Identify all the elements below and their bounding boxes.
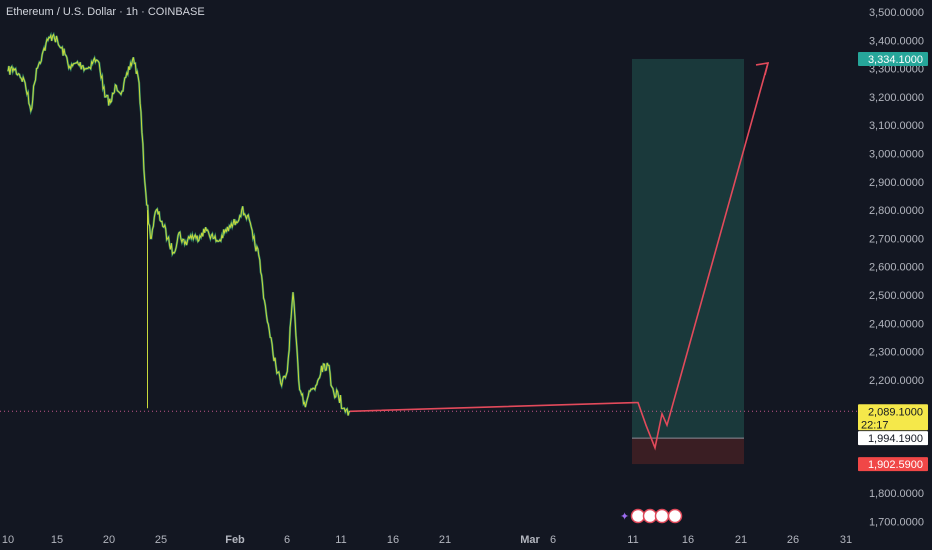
price-tick-label: 2,500.0000 (869, 290, 924, 302)
us-flag-event-icon[interactable] (630, 508, 646, 524)
position-tool[interactable] (632, 58, 744, 465)
price-tick-label: 2,700.0000 (869, 233, 924, 245)
time-tick-label: 21 (439, 534, 451, 546)
price-tick-label: 1,800.0000 (869, 488, 924, 500)
time-tick-label: 31 (840, 534, 852, 546)
time-axis[interactable]: 10 15 20 25 Feb 6 11 16 21 Mar 6 11 16 21 26 31 (2, 534, 852, 546)
price-tick-label: 2,300.0000 (869, 347, 924, 359)
time-tick-label: 25 (155, 534, 167, 546)
price-tick-label: 3,000.0000 (869, 149, 924, 161)
us-flag-event-icon[interactable] (667, 508, 683, 524)
time-tick-label: 15 (51, 534, 63, 546)
time-tick-label: 6 (550, 534, 556, 546)
us-flag-event-icon[interactable] (642, 508, 658, 524)
entry-price-tag: 1,994.1900 (868, 433, 923, 445)
price-tick-label: 3,500.0000 (869, 7, 924, 19)
time-tick-label: 16 (682, 534, 694, 546)
time-tick-label: 20 (103, 534, 115, 546)
projection-path[interactable] (349, 62, 769, 451)
time-tick-label: 26 (787, 534, 799, 546)
projection-arrowhead (755, 61, 770, 76)
chart-title: Ethereum / U.S. Dollar · 1h · COINBASE (6, 6, 205, 18)
price-tick-label: 2,600.0000 (869, 262, 924, 274)
time-tick-label: 6 (284, 534, 290, 546)
price-axis[interactable]: 3,500.0000 3,400.0000 3,300.0000 3,200.0000… (869, 7, 924, 528)
last-price-tag: 2,089.1000 (868, 406, 923, 418)
time-tick-label: 16 (387, 534, 399, 546)
price-tick-label: 2,800.0000 (869, 205, 924, 217)
event-icons[interactable]: ✦ (620, 508, 683, 524)
price-line (7, 33, 351, 416)
us-flag-event-icon[interactable] (654, 508, 670, 524)
projection-arrow[interactable] (349, 61, 770, 451)
time-tick-label: 10 (2, 534, 14, 546)
countdown-tag: 22:17 (861, 419, 889, 431)
price-tick-label: 3,300.0000 (869, 64, 924, 76)
time-tick-label: 11 (627, 534, 638, 546)
price-tick-label: 1,700.0000 (869, 516, 924, 528)
sparkle-icon[interactable]: ✦ (620, 511, 629, 523)
price-tick-label: 3,200.0000 (869, 92, 924, 104)
target-price-tag-bg (858, 51, 928, 66)
price-series (6, 31, 351, 416)
stop-zone[interactable] (632, 438, 744, 465)
price-tick-label: 3,100.0000 (869, 120, 924, 132)
last-price-tag-bg (858, 404, 928, 431)
entry-price-tag-bg (858, 431, 928, 446)
stop-price-tag-bg (858, 457, 928, 472)
target-price-tag: 3,334.1000 (868, 54, 923, 66)
price-tick-label: 3,400.0000 (869, 35, 924, 47)
price-tick-label: 2,900.0000 (869, 177, 924, 189)
target-zone[interactable] (632, 58, 744, 439)
time-tick-label: Feb (225, 534, 245, 546)
stop-price-tag: 1,902.5900 (868, 459, 923, 471)
time-tick-label: 11 (335, 534, 346, 546)
price-tick-label: 2,200.0000 (869, 375, 924, 387)
time-tick-label: Mar (520, 534, 540, 546)
time-tick-label: 21 (735, 534, 747, 546)
price-tick-label: 2,400.0000 (869, 318, 924, 330)
